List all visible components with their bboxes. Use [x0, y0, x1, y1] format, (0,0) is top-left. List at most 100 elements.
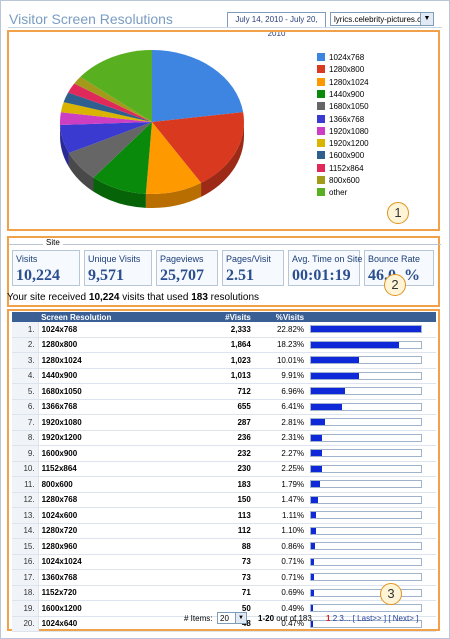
percent-bar-fill: [311, 450, 322, 457]
legend-item: 1440x900: [317, 89, 365, 100]
table-row[interactable]: 12. 1280x768 150 1.47%: [12, 492, 436, 508]
row-number: 15.: [12, 538, 39, 555]
metric-pages-per-visit: Pages/Visit 2.51: [222, 250, 284, 286]
row-number: 14.: [12, 523, 39, 539]
metric-label: Unique Visits: [88, 254, 141, 264]
row-visits: 230: [204, 461, 254, 477]
legend-swatch: [317, 139, 325, 148]
pie-slice-1680x1050[interactable]: [68, 122, 152, 178]
row-pct: 10.01%: [253, 352, 308, 369]
pie-slice-1366x768[interactable]: [60, 122, 152, 153]
percent-bar: [310, 449, 423, 458]
pie-slice-800x600[interactable]: [74, 76, 152, 122]
row-resolution: 1366x768: [38, 399, 205, 415]
percent-bar: [310, 511, 423, 520]
column-header-visits[interactable]: #Visits: [204, 312, 254, 322]
page-link-2[interactable]: 2: [332, 614, 338, 623]
pie-slice-1280x1024[interactable]: [145, 122, 202, 195]
row-bar-cell: [307, 322, 436, 338]
pie-slice-1152x864[interactable]: [68, 83, 152, 122]
row-visits: 73: [204, 554, 254, 570]
row-number: 7.: [12, 414, 39, 431]
row-visits: 150: [204, 492, 254, 508]
row-number: 9.: [12, 445, 39, 462]
pie-slice-side: [60, 124, 69, 167]
row-number: 5.: [12, 383, 39, 400]
chart-section: [7, 30, 440, 231]
row-resolution: 800x600: [38, 476, 205, 493]
site-group-box: [9, 244, 441, 292]
table-row[interactable]: 13. 1024x600 113 1.11%: [12, 507, 436, 524]
table-row[interactable]: 4. 1440x900 1,013 9.91%: [12, 368, 436, 384]
pie-slice-1280x800[interactable]: [152, 112, 244, 183]
row-visits: 183: [204, 476, 254, 493]
row-number: 12.: [12, 492, 39, 508]
table-row[interactable]: 9. 1600x900 232 2.27%: [12, 445, 436, 462]
percent-bar-fill: [311, 403, 342, 410]
row-pct: 0.71%: [253, 554, 308, 570]
row-resolution: 1920x1080: [38, 414, 205, 431]
pie-slice-1600x900[interactable]: [63, 92, 152, 122]
row-pct: 2.31%: [253, 430, 308, 446]
table-row[interactable]: 6. 1366x768 655 6.41%: [12, 399, 436, 415]
pagination: 1 2 3... [ Last>> ] [ Next> ]: [326, 614, 418, 623]
table-row[interactable]: 10. 1152x864 230 2.25%: [12, 461, 436, 477]
summary-resolutions: 183: [191, 292, 208, 303]
percent-bar: [310, 495, 423, 504]
table-row[interactable]: 17. 1360x768 73 0.71%: [12, 569, 436, 586]
summary-visits: 10,224: [88, 292, 120, 303]
row-pct: 22.82%: [253, 322, 308, 338]
row-number: 2.: [12, 337, 39, 353]
pie-slice-1024x768[interactable]: [152, 50, 244, 122]
date-range-picker[interactable]: July 14, 2010 - July 20, 2010: [227, 12, 326, 38]
legend-label: 1920x1080: [329, 126, 369, 136]
row-pct: 0.71%: [253, 569, 308, 586]
pie-slice-1920x1080[interactable]: [60, 112, 152, 125]
row-bar-cell: [307, 430, 436, 446]
row-pct: 18.23%: [253, 337, 308, 353]
annotation-badge-1: 1: [387, 202, 409, 224]
percent-bar-fill: [311, 512, 317, 519]
legend-label: 1280x800: [329, 65, 365, 75]
percent-bar: [310, 340, 423, 349]
legend-label: 1440x900: [329, 89, 365, 99]
row-pct: 0.69%: [253, 585, 308, 601]
percent-bar-fill: [311, 605, 314, 612]
table-row[interactable]: 3. 1280x1024 1,023 10.01%: [12, 352, 436, 369]
row-visits: 88: [204, 538, 254, 555]
row-resolution: 1680x1050: [38, 383, 205, 400]
row-resolution: 1280x768: [38, 492, 205, 508]
pie-slice-1440x900[interactable]: [93, 122, 152, 194]
table-row[interactable]: 15. 1280x960 88 0.86%: [12, 538, 436, 555]
table-row[interactable]: 2. 1280x800 1,864 18.23%: [12, 337, 436, 353]
column-header-pct[interactable]: %Visits: [253, 312, 308, 322]
table-row[interactable]: 14. 1280x720 112 1.10%: [12, 523, 436, 539]
next-page-link[interactable]: [ Next> ]: [388, 614, 419, 623]
page-link-3[interactable]: 3: [339, 614, 344, 623]
table-row[interactable]: 8. 1920x1200 236 2.31%: [12, 430, 436, 446]
table-row[interactable]: 11. 800x600 183 1.79%: [12, 476, 436, 493]
summary-text: resolutions: [207, 292, 260, 303]
row-bar-cell: [307, 337, 436, 353]
table-row[interactable]: 5. 1680x1050 712 6.96%: [12, 383, 436, 400]
column-header-resolution[interactable]: Screen Resolution: [38, 312, 205, 322]
pie-chart: [60, 50, 244, 208]
pie-slice-other[interactable]: [80, 50, 152, 122]
row-pct: 2.81%: [253, 414, 308, 431]
site-select[interactable]: lyrics.celebrity-pictures.ca ▼: [330, 12, 434, 26]
last-page-link[interactable]: [ Last>> ]: [352, 614, 387, 623]
table-row[interactable]: 7. 1920x1080 287 2.81%: [12, 414, 436, 431]
row-resolution: 1024x640: [38, 616, 205, 632]
row-resolution: 1024x1024: [38, 554, 205, 570]
table-row[interactable]: 1. 1024x768 2,333 22.82%: [12, 322, 436, 338]
table-row[interactable]: 16. 1024x1024 73 0.71%: [12, 554, 436, 570]
items-per-page-select[interactable]: 20 ▼: [217, 612, 247, 624]
row-pct: 0.86%: [253, 538, 308, 555]
chevron-down-icon[interactable]: ▼: [235, 613, 246, 623]
site-section: [7, 236, 440, 307]
table-row[interactable]: 18. 1152x720 71 0.69%: [12, 585, 436, 601]
pie-slice-1920x1200[interactable]: [60, 102, 152, 122]
percent-bar: [310, 371, 423, 380]
row-visits: 71: [204, 585, 254, 601]
chevron-down-icon[interactable]: ▼: [420, 13, 433, 25]
